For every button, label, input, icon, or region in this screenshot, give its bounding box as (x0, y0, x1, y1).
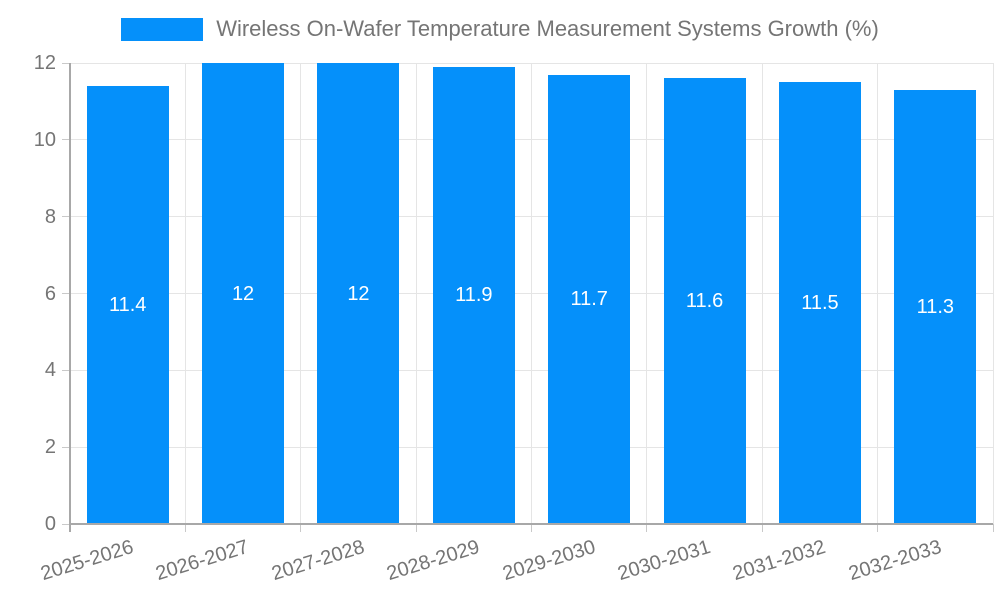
y-tick-label: 10 (33, 128, 56, 151)
x-tick-mark (761, 524, 763, 532)
chart-title: Wireless On-Wafer Temperature Measuremen… (216, 16, 879, 41)
x-tick-label: 2025-2026 (38, 536, 137, 586)
bar (548, 74, 631, 524)
x-tick-label: 2030-2031 (615, 536, 713, 586)
y-tick-mark (62, 139, 70, 141)
x-gridline (646, 63, 648, 524)
x-gridline (184, 63, 186, 524)
bar (432, 66, 515, 524)
x-tick-mark (415, 524, 417, 532)
x-tick-mark (877, 524, 879, 532)
x-gridline (531, 63, 532, 524)
bar (317, 63, 400, 524)
bar (778, 82, 861, 524)
x-gridline (415, 63, 417, 524)
x-tick-mark (646, 524, 648, 532)
x-gridline (761, 63, 763, 524)
y-tick-mark (62, 369, 70, 371)
bar-value-label: 11.6 (685, 290, 724, 313)
y-tick-label: 6 (44, 282, 56, 305)
bar-value-label: 12 (347, 282, 370, 305)
bar (894, 89, 977, 524)
y-tick-mark (62, 293, 70, 294)
y-axis-line (69, 63, 71, 532)
x-tick-label: 2026-2027 (153, 536, 252, 586)
x-tick-mark (531, 524, 532, 532)
bar-value-label: 12 (231, 282, 255, 305)
x-tick-label: 2032-2033 (845, 536, 944, 586)
y-tick-mark (62, 216, 70, 218)
x-tick-label: 2029-2030 (499, 536, 598, 586)
bar-value-label: 11.4 (108, 294, 147, 317)
x-tick-label: 2028-2029 (384, 536, 483, 586)
bar (663, 78, 746, 524)
bar (202, 63, 285, 524)
legend-swatch-icon (121, 17, 204, 41)
y-tick-label: 8 (44, 205, 56, 228)
x-tick-label: 2027-2028 (268, 536, 367, 586)
y-tick-label: 0 (44, 513, 56, 535)
bar-value-label: 11.5 (801, 292, 839, 315)
x-tick-mark (300, 524, 302, 532)
y-tick-mark (62, 446, 70, 448)
x-axis-line (70, 523, 993, 525)
y-tick-mark (62, 523, 70, 525)
x-gridline (877, 63, 879, 524)
bar-value-label: 11.7 (570, 288, 608, 311)
y-tick-label: 2 (44, 436, 56, 459)
y-tick-mark (62, 62, 70, 64)
chart-legend[interactable]: Wireless On-Wafer Temperature Measuremen… (0, 16, 1000, 42)
plot-area: 0 2 4 6 8 10 12 11.4 12 12 11.9 11.7 11.6 11.5 11.3 202… (34, 52, 994, 585)
y-tick-label: 12 (33, 52, 56, 74)
bar (86, 86, 169, 524)
x-tick-label: 2031-2032 (730, 536, 829, 586)
x-tick-mark (992, 524, 994, 532)
x-tick-mark (184, 524, 186, 532)
bar-value-label: 11.3 (916, 295, 955, 318)
y-tick-label: 4 (44, 359, 56, 382)
x-gridline (300, 63, 302, 524)
bar-value-label: 11.9 (455, 284, 493, 307)
x-gridline (992, 63, 994, 524)
